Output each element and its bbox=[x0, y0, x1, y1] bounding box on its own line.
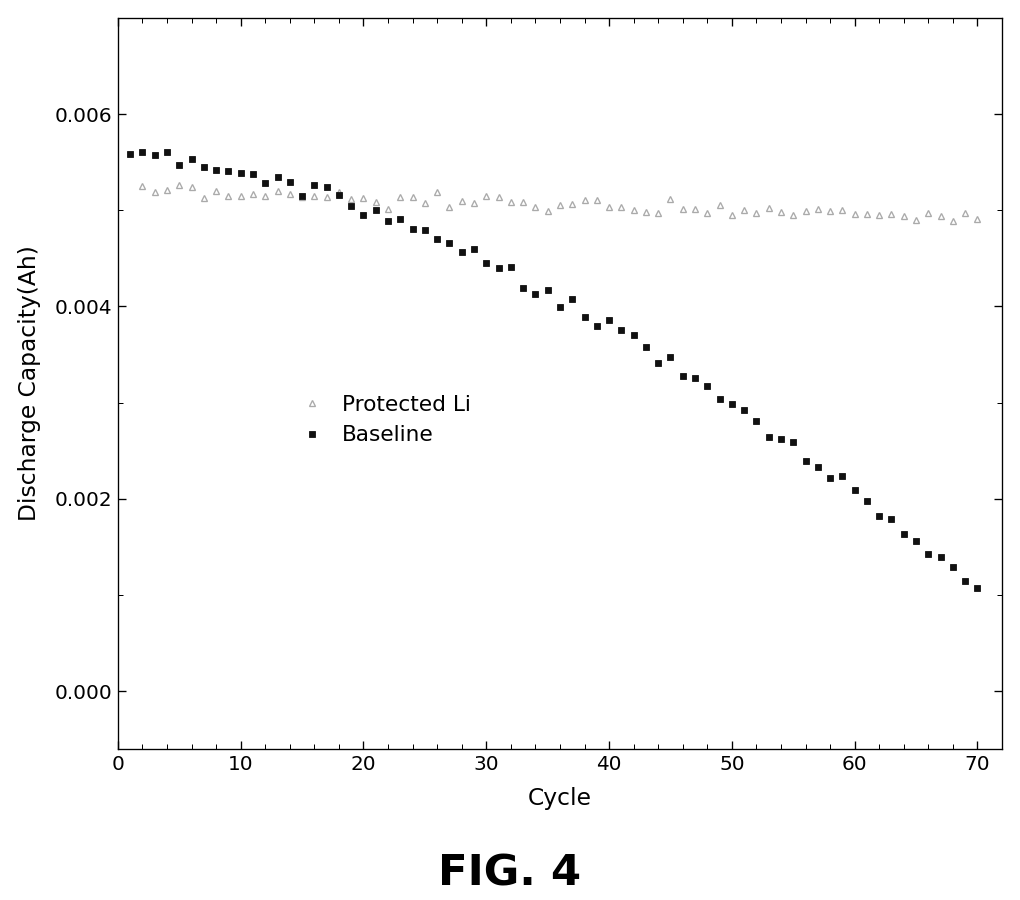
Baseline bbox=[333, 190, 345, 201]
Protected Li bbox=[137, 181, 149, 192]
Baseline bbox=[394, 213, 406, 224]
Protected Li bbox=[284, 189, 296, 200]
Line: Baseline: Baseline bbox=[126, 148, 981, 591]
Legend: Protected Li, Baseline: Protected Li, Baseline bbox=[288, 383, 481, 456]
Protected Li bbox=[787, 210, 800, 220]
Text: FIG. 4: FIG. 4 bbox=[439, 852, 581, 894]
Baseline bbox=[849, 485, 861, 496]
Y-axis label: Discharge Capacity(Ah): Discharge Capacity(Ah) bbox=[18, 246, 41, 521]
Baseline bbox=[603, 315, 615, 326]
Protected Li bbox=[173, 180, 186, 191]
X-axis label: Cycle: Cycle bbox=[528, 787, 592, 810]
Protected Li bbox=[210, 186, 222, 197]
Protected Li bbox=[627, 204, 640, 215]
Protected Li bbox=[308, 191, 320, 202]
Baseline bbox=[247, 168, 259, 179]
Baseline bbox=[137, 146, 149, 157]
Baseline bbox=[861, 496, 873, 507]
Protected Li bbox=[971, 213, 983, 224]
Protected Li bbox=[959, 208, 971, 219]
Line: Protected Li: Protected Li bbox=[139, 182, 981, 224]
Baseline bbox=[124, 148, 137, 159]
Baseline bbox=[971, 583, 983, 594]
Protected Li bbox=[947, 215, 959, 226]
